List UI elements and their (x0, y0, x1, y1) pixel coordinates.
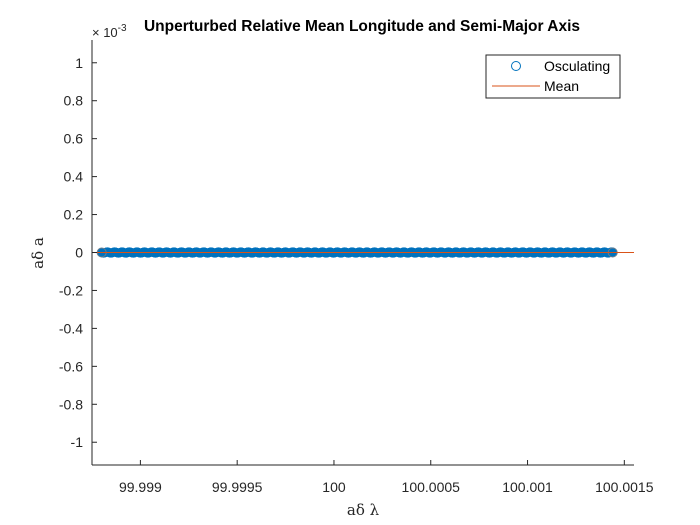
y-tick-label: 0.2 (64, 207, 84, 223)
y-tick-label: -0.8 (59, 396, 83, 412)
y-tick-label: 0.8 (64, 93, 84, 109)
x-axis-ticks: 99.999 99.9995 100 100.0005 100.001 100.0015 (119, 460, 654, 495)
y-axis-exponent-base: × 10 (92, 25, 118, 40)
x-tick-label: 100.0005 (402, 479, 461, 495)
y-tick-label: -0.4 (59, 320, 83, 336)
y-tick-label: -0.2 (59, 282, 83, 298)
x-axis-title: aδ λ (347, 501, 380, 519)
y-axis-ticks: -1 -0.8 -0.6 -0.4 -0.2 0 0.2 0.4 0.6 0.8 1 (59, 55, 97, 450)
y-tick-label: 0.4 (64, 169, 84, 185)
y-tick-label: -1 (71, 434, 84, 450)
legend-mean-label: Mean (544, 78, 579, 94)
y-tick-label: 0 (75, 245, 83, 261)
x-tick-label: 100 (322, 479, 346, 495)
y-tick-label: 0.6 (64, 131, 84, 147)
y-axis-title: aδ a (29, 237, 47, 269)
legend: Osculating Mean (485, 54, 621, 99)
legend-osculating-label: Osculating (544, 58, 610, 74)
x-tick-label: 99.9995 (212, 479, 263, 495)
y-tick-label: -0.6 (59, 358, 83, 374)
y-tick-label: 1 (75, 55, 83, 71)
x-tick-label: 100.001 (502, 479, 553, 495)
legend-osculating-marker (511, 61, 521, 71)
y-axis-exponent: × 10-3 (92, 23, 127, 40)
x-tick-label: 100.0015 (595, 479, 654, 495)
x-tick-label: 99.999 (119, 479, 162, 495)
y-axis-exponent-power: -3 (118, 23, 127, 34)
legend-box (485, 54, 621, 99)
chart-title: Unperturbed Relative Mean Longitude and … (144, 18, 580, 35)
